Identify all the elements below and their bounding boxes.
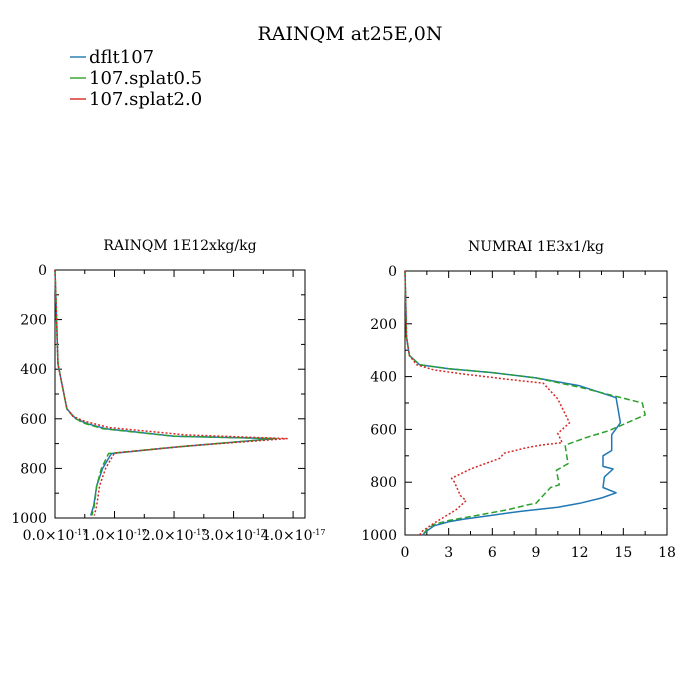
y-tick-label: 1000 [11, 511, 47, 527]
x-tick-label: 18 [658, 545, 676, 561]
legend-label: 107.splat0.5 [89, 68, 202, 89]
series-line-107.splat0.5 [404, 270, 646, 536]
rainqm-panel: RAINQM 1E12xkg/kg 0 200 400 600 800 10000.0×10… [11, 238, 325, 544]
x-tick-label: 0 [401, 545, 410, 561]
y-tick-label: 1000 [361, 528, 397, 544]
x-tick-label: 15 [614, 545, 632, 561]
x-tick-label: 9 [532, 545, 541, 561]
x-tick-label: 0.0×10-17 [23, 528, 88, 544]
y-tick-label: 400 [370, 370, 397, 386]
x-tick-label: 3 [444, 545, 453, 561]
x-tick-label: 4.0×10-17 [261, 528, 326, 544]
series-line-107.splat2.0 [54, 269, 288, 516]
y-tick-label: 0 [38, 263, 47, 279]
panel-title: NUMRAI 1E3x1/kg [468, 239, 604, 255]
x-tick-label: 12 [571, 545, 589, 561]
legend-label: 107.splat2.0 [89, 89, 202, 110]
series-line-107.splat0.5 [54, 269, 278, 516]
legend-entry-dflt107: dflt107 [70, 47, 154, 68]
plot-frame [54, 269, 306, 519]
legend-entry-splat2.0: 107.splat2.0 [70, 89, 202, 110]
x-tick-label: 6 [488, 545, 497, 561]
legend-entry-splat0.5: 107.splat0.5 [70, 68, 202, 89]
y-tick-label: 600 [370, 422, 397, 438]
plot-frame [404, 270, 668, 536]
y-tick-label: 200 [370, 317, 397, 333]
series-line-dflt107 [54, 269, 276, 516]
x-tick-label: 3.0×10-17 [201, 528, 266, 544]
y-tick-label: 600 [20, 412, 47, 428]
series-line-dflt107 [404, 270, 622, 536]
y-tick-label: 800 [370, 475, 397, 491]
y-tick-label: 400 [20, 362, 47, 378]
figure-title: RAINQM at25E,0N [258, 23, 443, 45]
y-tick-label: 800 [20, 461, 47, 477]
y-tick-label: 0 [388, 264, 397, 280]
x-tick-label: 1.0×10-17 [82, 528, 147, 544]
series-line-107.splat2.0 [404, 270, 571, 536]
y-tick-label: 200 [20, 313, 47, 329]
panel-title: RAINQM 1E12xkg/kg [103, 238, 256, 254]
x-tick-label: 2.0×10-17 [142, 528, 207, 544]
legend-label: dflt107 [89, 47, 154, 68]
legend: dflt107 107.splat0.5 107.splat2.0 [70, 47, 202, 110]
